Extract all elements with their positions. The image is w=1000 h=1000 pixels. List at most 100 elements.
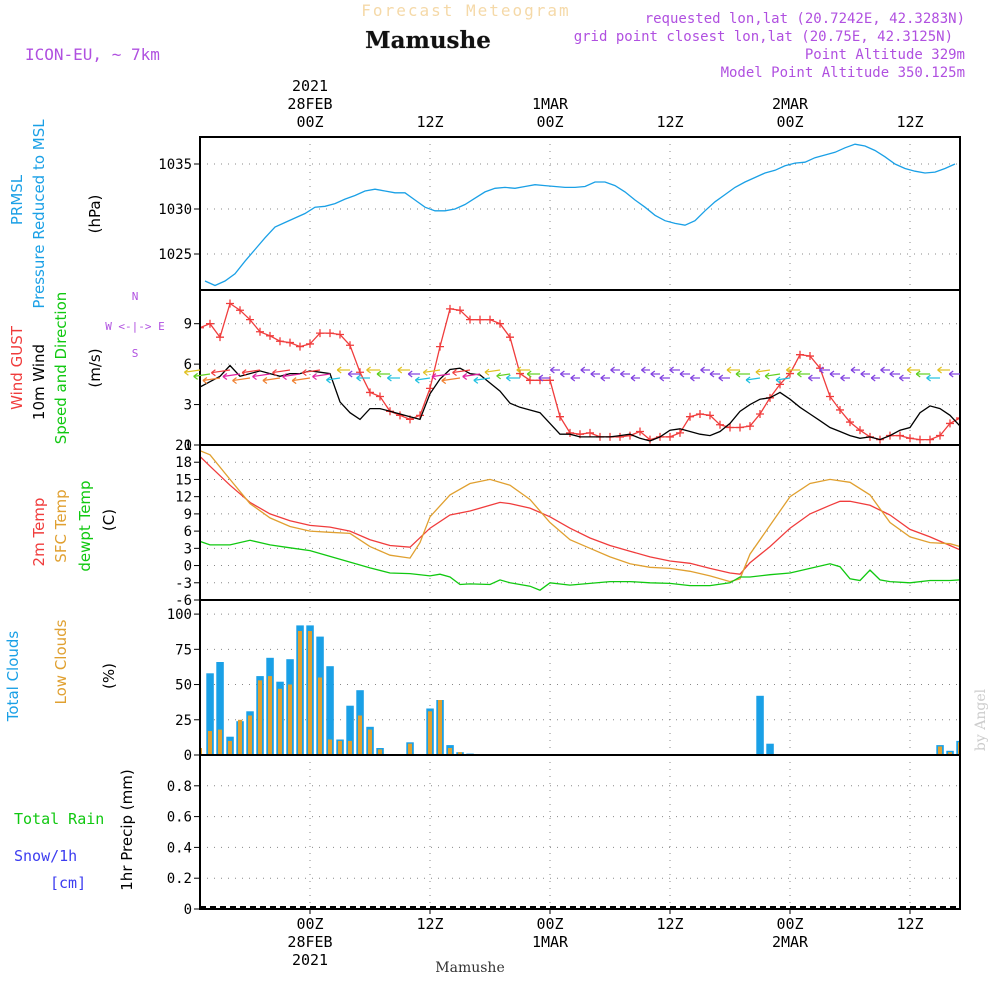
wind-arrow-head — [452, 369, 457, 377]
bar-low-clouds — [218, 729, 222, 755]
series-line-sfc-temp — [200, 450, 960, 583]
time-label-top: 1MAR — [532, 95, 569, 113]
wind-arrow-head — [193, 372, 199, 380]
precip-panel: 0 0.2 0.4 0.6 0.8 — [167, 754, 961, 918]
wind-arrow-head — [538, 374, 544, 382]
wind-arrow-head — [222, 373, 228, 380]
wind-arrow-head — [700, 366, 705, 374]
label-2m-temp: 2m Temp — [30, 498, 48, 567]
wind-arrow — [272, 369, 291, 374]
gust-marker — [846, 418, 854, 427]
bar-total-clouds — [326, 666, 334, 755]
gust-marker — [306, 339, 314, 348]
label-snow-unit: [cm] — [50, 874, 86, 892]
bar-low-clouds — [938, 746, 942, 755]
gust-marker — [526, 376, 534, 385]
gust-marker — [476, 315, 484, 324]
gust-marker — [776, 380, 784, 389]
wind-arrow-head — [797, 370, 802, 378]
y-tick-label: -3 — [175, 576, 192, 592]
label-wind-gust: Wind GUST — [8, 325, 26, 410]
bar-low-clouds — [948, 752, 952, 755]
gust-marker — [236, 306, 244, 315]
wind-arrow-head — [840, 374, 845, 382]
time-label-top: 28FEB — [287, 95, 332, 113]
bar-low-clouds — [228, 740, 232, 755]
gust-marker — [896, 431, 904, 440]
wind-arrow — [484, 369, 501, 373]
wind-arrow-head — [484, 368, 490, 376]
gust-marker — [286, 338, 294, 347]
y-tick-label: 0.6 — [167, 810, 192, 826]
wind-arrow-head — [211, 369, 216, 377]
gust-marker — [316, 329, 324, 338]
unit-hpa: (hPa) — [86, 195, 104, 234]
wind-arrow-head — [669, 366, 674, 374]
unit-c: (C) — [100, 509, 118, 531]
gust-marker — [636, 427, 644, 436]
gust-marker — [686, 412, 694, 421]
wind-arrow-head — [726, 366, 732, 374]
bar-low-clouds — [298, 631, 302, 755]
y-tick-label: 3 — [184, 541, 192, 557]
gust-marker — [246, 315, 254, 324]
wind-arrow — [312, 373, 331, 378]
gust-marker — [786, 369, 794, 378]
label-total-rain: Total Rain — [14, 810, 104, 828]
gust-marker — [466, 315, 474, 324]
gust-marker — [716, 420, 724, 429]
wind-arrow-head — [630, 374, 636, 382]
gust-marker — [916, 435, 924, 444]
y-tick-label: 100 — [167, 607, 192, 623]
wind-arrow — [431, 373, 451, 378]
wind-arrow-head — [709, 370, 715, 378]
y-tick-label: 0.2 — [167, 871, 192, 887]
gust-marker — [556, 412, 564, 421]
wind-arrow — [252, 373, 271, 378]
gust-marker — [906, 434, 914, 443]
plot-area: 1025103010350369-6-303691215182102550751… — [4, 77, 961, 969]
wind-arrow-head — [906, 366, 912, 374]
wind-arrow — [746, 377, 761, 381]
y-tick-label: 18 — [175, 455, 192, 471]
time-label-bottom: 12Z — [896, 915, 923, 933]
wind-arrow-head — [422, 368, 428, 376]
label-dewpt-temp: dewpt Temp — [76, 480, 94, 571]
watermark: by Angel — [973, 688, 989, 751]
wind-arrow — [211, 369, 231, 374]
series-line-2m-temp — [200, 456, 960, 575]
wind-arrow — [262, 377, 281, 382]
wind-arrow — [415, 377, 431, 381]
wind-arrow-head — [899, 374, 904, 382]
gust-marker — [366, 388, 374, 397]
time-label-top: 12Z — [656, 113, 683, 131]
gust-marker — [336, 330, 344, 339]
gust-marker — [506, 333, 514, 342]
y-tick-label: 15 — [175, 472, 192, 488]
wind-arrow-head — [496, 372, 502, 380]
wind-arrow-head — [889, 370, 895, 378]
wind-arrow — [765, 373, 781, 377]
wind-arrow-head — [407, 370, 413, 378]
gust-marker — [216, 333, 224, 342]
bar-low-clouds — [368, 729, 372, 755]
label-speed-direction: Speed and Direction — [52, 292, 70, 445]
wind-arrow — [326, 377, 341, 381]
gust-marker — [206, 319, 214, 328]
y-tick-label: 1025 — [158, 247, 192, 263]
wind-arrow-head — [414, 376, 420, 384]
wind-arrow-head — [506, 374, 511, 382]
y-tick-label: 6 — [184, 524, 192, 540]
gust-marker — [926, 435, 934, 444]
wind-arrow-head — [610, 366, 615, 374]
wind-arrow-head — [241, 369, 247, 377]
label-10m-wind: 10m Wind — [30, 344, 48, 420]
compass-north: N — [132, 290, 139, 303]
wind-arrow-head — [641, 366, 646, 374]
gust-marker — [796, 350, 804, 359]
time-label-top: 2MAR — [772, 95, 809, 113]
gust-marker — [296, 342, 304, 351]
wind-arrow-head — [347, 370, 353, 378]
wind-arrow-head — [356, 374, 361, 382]
